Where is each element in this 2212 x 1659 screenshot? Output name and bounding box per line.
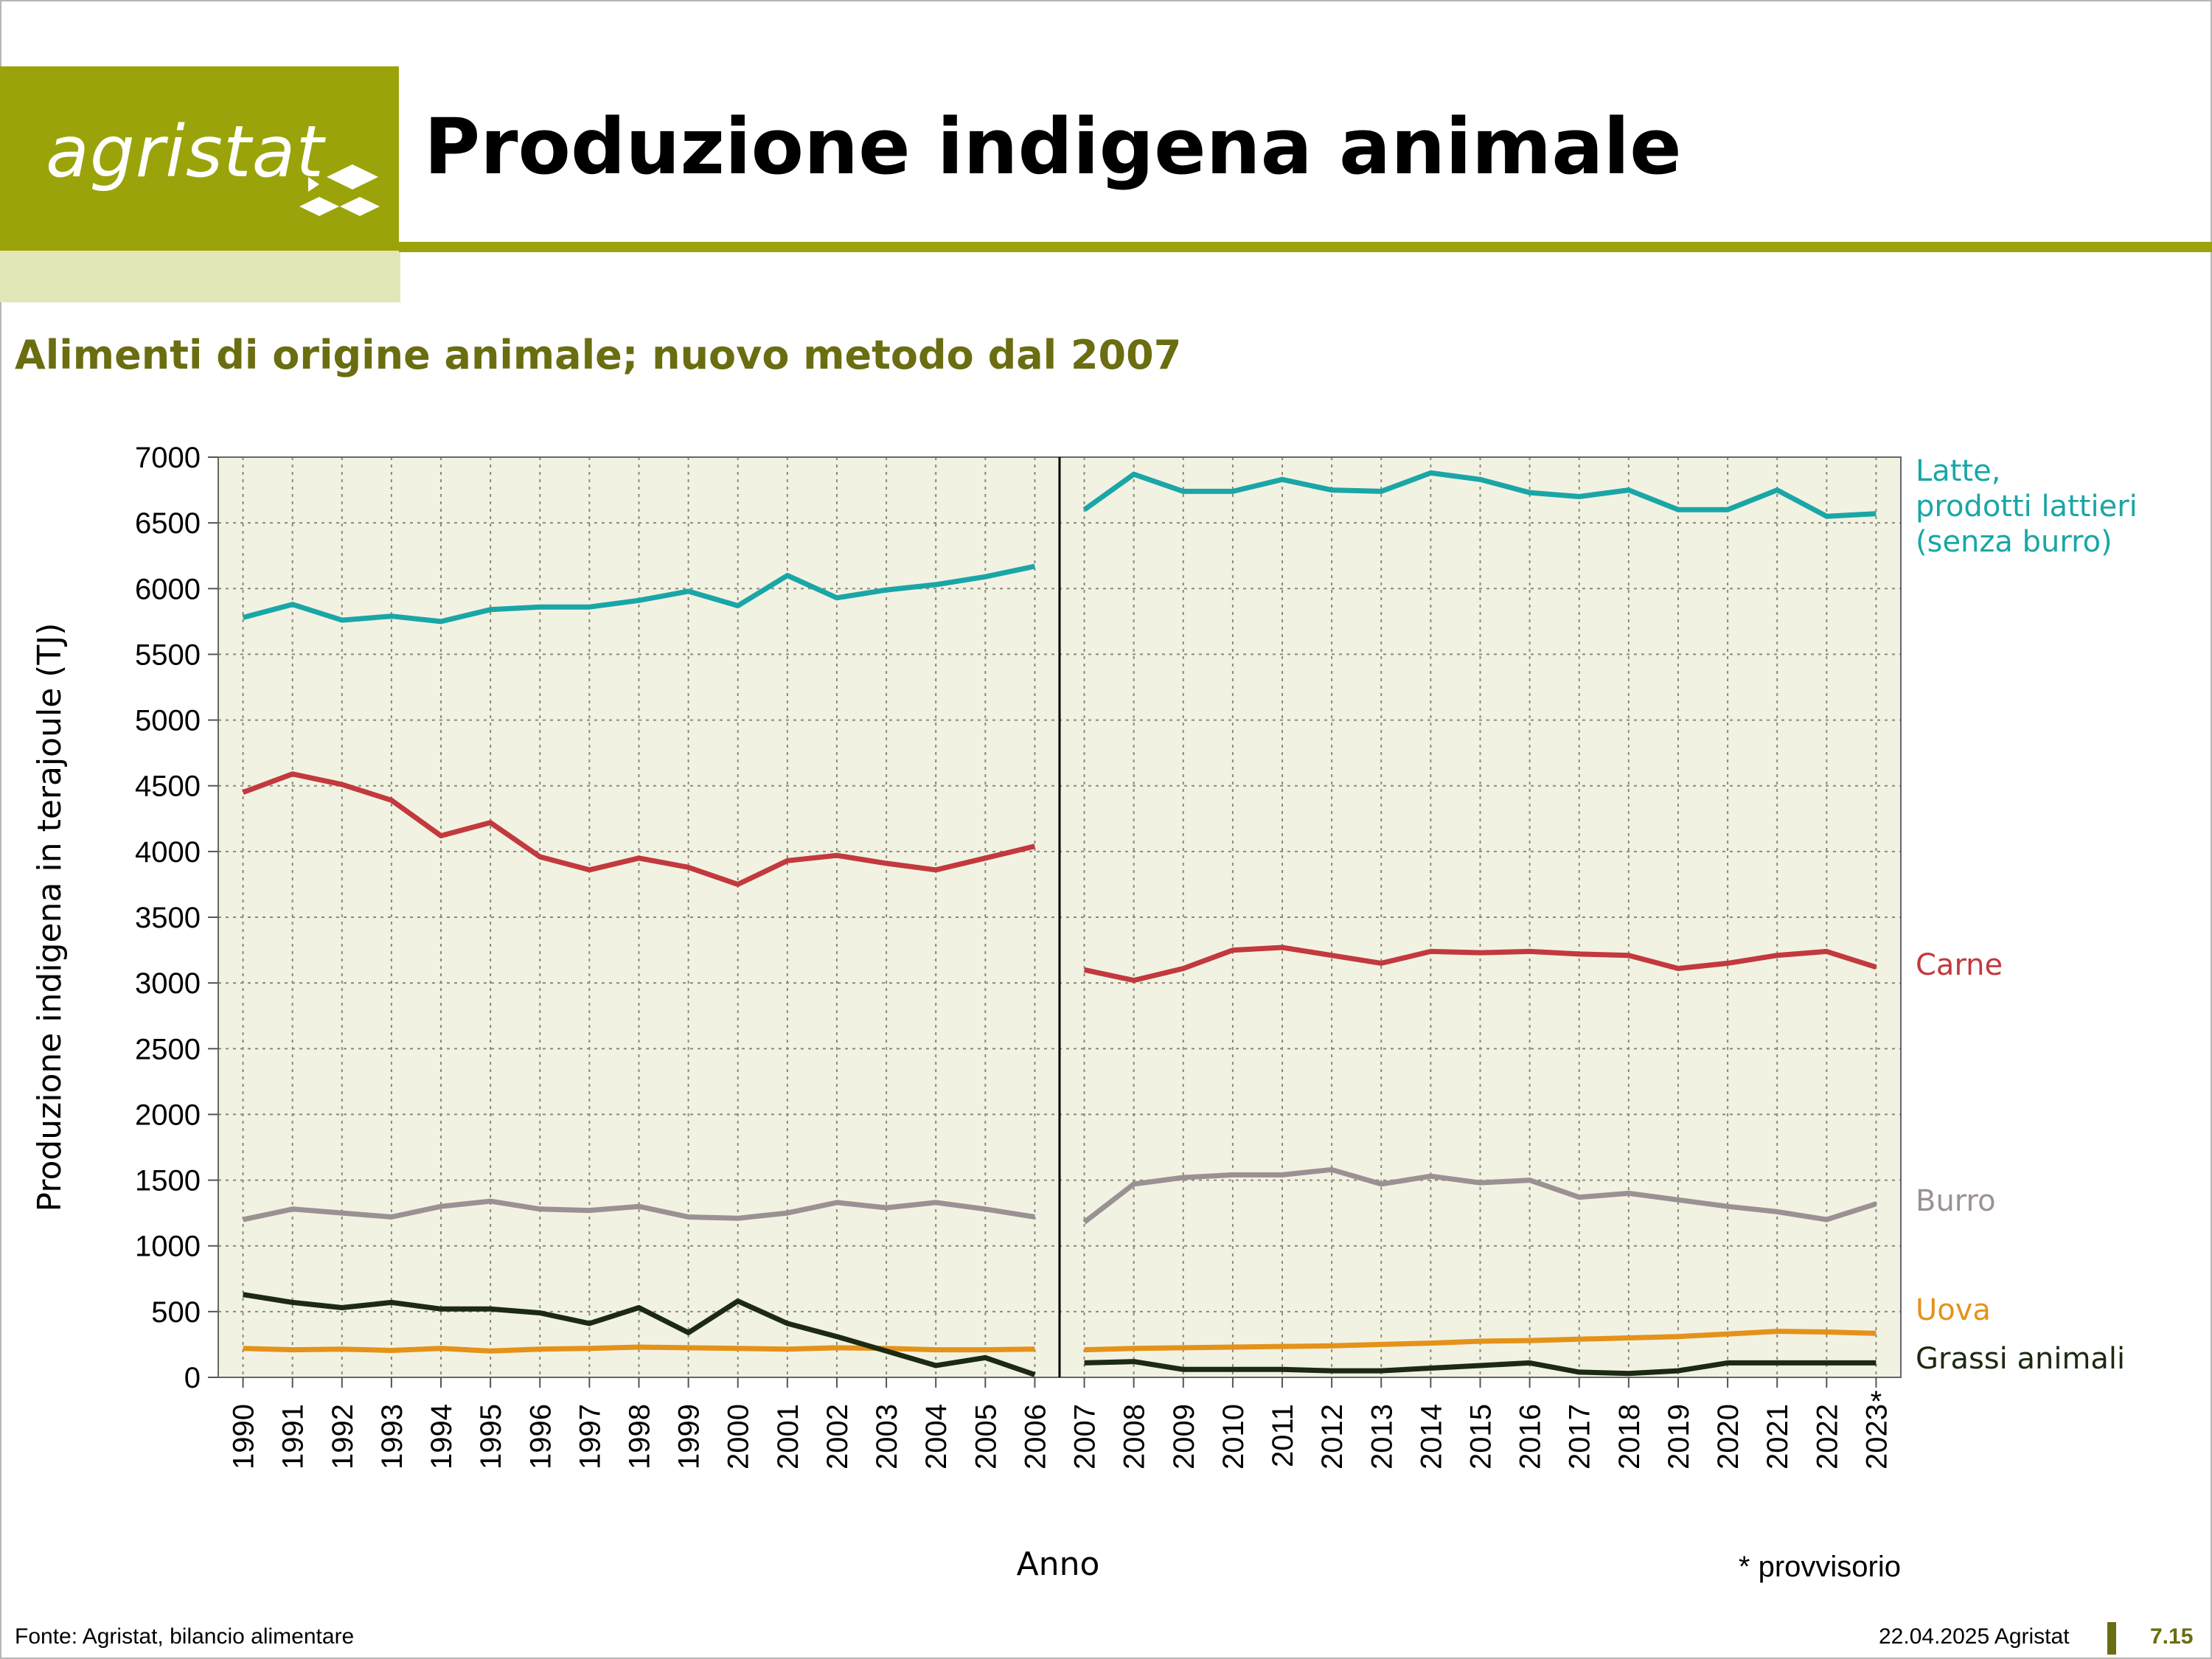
x-tick-label: 2013 — [1366, 1404, 1398, 1470]
y-tick-label: 7000 — [135, 442, 201, 474]
y-tick-label: 0 — [184, 1362, 201, 1394]
y-tick-label: 3000 — [135, 967, 201, 1000]
x-tick-label: 2001 — [772, 1404, 804, 1470]
y-tick-label: 3500 — [135, 902, 201, 934]
x-tick-label: 2008 — [1119, 1404, 1151, 1470]
y-tick-label: 500 — [151, 1296, 201, 1329]
x-tick-label: 2015 — [1465, 1404, 1498, 1470]
logo-panel — [0, 66, 399, 251]
latte-series-label: prodotti lattieri — [1916, 490, 2138, 524]
x-tick-label: 2018 — [1613, 1404, 1646, 1470]
x-tick-label: 2019 — [1663, 1404, 1695, 1470]
x-tick-label: 2007 — [1069, 1404, 1102, 1470]
x-tick-label: 2023 — [1860, 1404, 1893, 1470]
latte-series-line — [1082, 470, 1877, 519]
uova-series-label: Uova — [1916, 1293, 1991, 1327]
uova-series-line — [243, 1344, 1035, 1354]
x-tick-label: 2003 — [871, 1404, 903, 1470]
x-tick-label: 1999 — [673, 1404, 706, 1470]
y-tick-label: 4500 — [135, 771, 201, 803]
logo-text: agristat — [46, 111, 325, 193]
x-tick-label: 2014 — [1415, 1404, 1447, 1470]
chart-subtitle: Alimenti di origine animale; nuovo metod… — [15, 332, 1182, 378]
x-tick-label: 2016 — [1514, 1404, 1547, 1470]
carne-series-label: Carne — [1916, 948, 2003, 982]
carne-series-line — [1083, 945, 1877, 984]
y-tick-label: 2000 — [135, 1099, 201, 1131]
x-tick-label: 2004 — [920, 1404, 953, 1470]
footer-divider — [2107, 1622, 2116, 1655]
y-tick-label: 2500 — [135, 1033, 201, 1065]
grassi-series-label: Grassi animali — [1916, 1342, 2125, 1376]
page-number: 7.15 — [2150, 1624, 2194, 1649]
x-tick-label: 2022 — [1811, 1404, 1843, 1470]
x-axis-label: Anno — [1017, 1545, 1100, 1583]
y-tick-label: 4000 — [135, 836, 201, 869]
burro-series-line — [242, 1198, 1035, 1222]
x-tick-label: 1996 — [524, 1404, 557, 1470]
y-tick-label: 1500 — [135, 1165, 201, 1197]
x-tick-label: 2011 — [1267, 1404, 1299, 1467]
grassi-series-line — [1084, 1359, 1877, 1377]
page-title: Produzione indigena animale — [424, 102, 1682, 192]
x-tick-label: 1998 — [624, 1404, 656, 1470]
uova-series-line — [1084, 1329, 1877, 1353]
x-tick-label: 1997 — [574, 1404, 606, 1470]
x-tick-label: 2021 — [1761, 1404, 1794, 1470]
logo-diamonds-icon — [299, 164, 380, 216]
x-tick-label: 1991 — [277, 1404, 310, 1470]
line-chart: 0 500 1000 1500 2000 2500 3000 3500 4000 4500 5000… — [31, 442, 2138, 1583]
carne-series-line — [242, 771, 1036, 887]
y-tick-label: 5500 — [135, 639, 201, 671]
x-tick-label: 2005 — [970, 1404, 1002, 1470]
x-tick-label: 2009 — [1168, 1404, 1200, 1470]
x-tick-label: 2012 — [1316, 1404, 1349, 1470]
x-tick-label: 1993 — [376, 1404, 408, 1470]
x-tick-label: 1990 — [228, 1404, 260, 1470]
y-tick-label: 6000 — [135, 573, 201, 605]
logo-accent-strip — [0, 251, 400, 302]
x-tick-label: 1995 — [475, 1404, 507, 1470]
x-tick-label: 2006 — [1019, 1404, 1051, 1470]
x-tick-label: 2020 — [1712, 1404, 1745, 1470]
y-tick-label: 6500 — [135, 507, 201, 540]
burro-series-label: Burro — [1916, 1184, 1996, 1218]
x-tick-label: 1992 — [327, 1404, 359, 1470]
header-rule — [399, 242, 2212, 252]
y-tick-label: 1000 — [135, 1231, 201, 1263]
burro-series-line — [1082, 1166, 1877, 1225]
x-tick-label: 2002 — [821, 1404, 854, 1470]
x-tick-label: 2010 — [1217, 1404, 1250, 1470]
footer-date: 22.04.2025 Agristat — [1879, 1624, 2070, 1649]
provisional-footnote: * provvisorio — [1739, 1551, 1901, 1583]
latte-series-line — [242, 563, 1036, 625]
x-tick-label: 2017 — [1564, 1404, 1596, 1470]
x-tick-label: 2000 — [723, 1404, 755, 1470]
provisional-marker: * — [1871, 1385, 1882, 1418]
x-tick-label: 1994 — [425, 1404, 458, 1470]
footer-source: Fonte: Agristat, bilancio alimentare — [15, 1624, 355, 1649]
grassi-series-line — [243, 1292, 1036, 1377]
y-axis-label: Produzione indigena in terajoule (TJ) — [31, 623, 69, 1212]
y-tick-label: 5000 — [135, 705, 201, 737]
latte-series-label: (senza burro) — [1916, 525, 2112, 559]
latte-series-label: Latte, — [1916, 454, 2001, 488]
